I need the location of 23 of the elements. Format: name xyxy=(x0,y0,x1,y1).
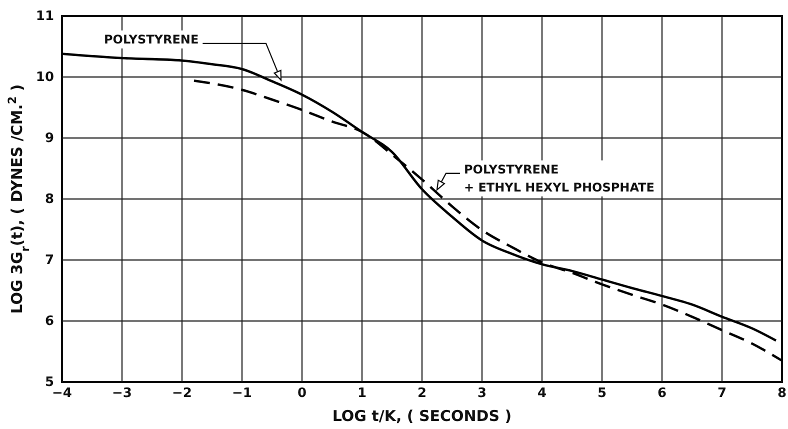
x-tick-label: −1 xyxy=(232,386,252,402)
x-tick-label: 8 xyxy=(777,386,787,402)
x-tick-label: 6 xyxy=(657,386,667,402)
y-tick-label: 6 xyxy=(44,314,54,330)
y-tick-label: 8 xyxy=(44,192,54,208)
y-tick-label: 7 xyxy=(44,253,54,268)
x-tick-label: 4 xyxy=(537,386,547,402)
series-label: POLYSTYRENE + ETHYL HEXYL PHOSPHATE xyxy=(464,162,654,194)
x-tick-label: −4 xyxy=(52,386,72,402)
x-tick-label: −2 xyxy=(172,386,192,402)
x-tick-label: 7 xyxy=(717,386,727,402)
x-tick-label: 0 xyxy=(297,386,307,402)
x-tick-label: 5 xyxy=(597,386,607,402)
x-axis-title: LOG t/K, ( SECONDS ) xyxy=(332,407,512,425)
y-tick-label: 10 xyxy=(36,70,54,86)
x-tick-label: 1 xyxy=(357,386,367,402)
x-tick-label: −3 xyxy=(112,386,132,402)
x-tick-label: 2 xyxy=(417,386,427,402)
series-label: POLYSTYRENE xyxy=(104,32,199,46)
y-tick-label: 5 xyxy=(44,375,54,390)
y-tick-label: 9 xyxy=(44,131,54,146)
x-tick-label: 3 xyxy=(477,386,487,402)
y-tick-label: 11 xyxy=(36,9,54,24)
